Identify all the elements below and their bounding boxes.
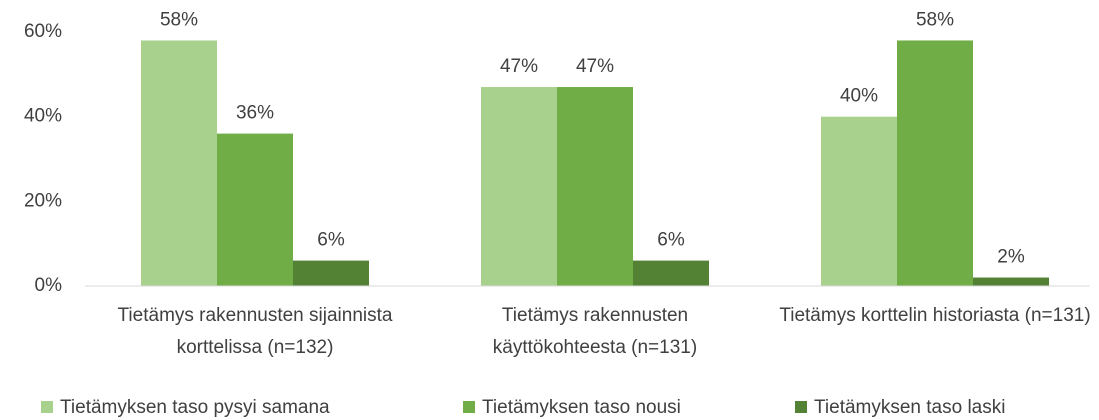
bar (141, 40, 217, 286)
y-tick-label: 0% (35, 275, 63, 296)
bar (293, 260, 369, 286)
data-label: 6% (657, 230, 685, 251)
bar (481, 87, 557, 287)
data-label: 47% (576, 56, 614, 77)
legend-label: Tietämyksen taso laski (814, 397, 1005, 418)
legend-label: Tietämyksen taso pysyi samana (60, 397, 330, 418)
bar (557, 87, 633, 287)
x-tick-label: Tietämys rakennusten käyttökohteesta (n=… (492, 305, 698, 358)
y-tick-label: 20% (24, 190, 62, 211)
data-label: 58% (916, 9, 954, 30)
data-label: 40% (840, 86, 878, 107)
bar (897, 40, 973, 286)
legend-swatch (795, 401, 807, 413)
legend-swatch (41, 401, 53, 413)
legend-label: Tietämyksen taso nousi (482, 397, 681, 418)
data-label: 6% (317, 230, 345, 251)
legend-swatch (463, 401, 475, 413)
y-tick-label: 40% (24, 106, 62, 127)
y-tick-label: 60% (24, 21, 62, 42)
x-tick-label: Tietämys rakennusten sijainnista korttel… (117, 305, 393, 358)
bar (633, 260, 709, 286)
data-label: 2% (997, 247, 1025, 268)
data-label: 58% (160, 9, 198, 30)
bar (973, 277, 1049, 286)
data-label: 47% (500, 56, 538, 77)
data-label: 36% (236, 103, 274, 124)
x-tick-label: Tietämys korttelin historiasta (n=131) (779, 305, 1091, 326)
bar (217, 133, 293, 286)
bar (821, 116, 897, 287)
